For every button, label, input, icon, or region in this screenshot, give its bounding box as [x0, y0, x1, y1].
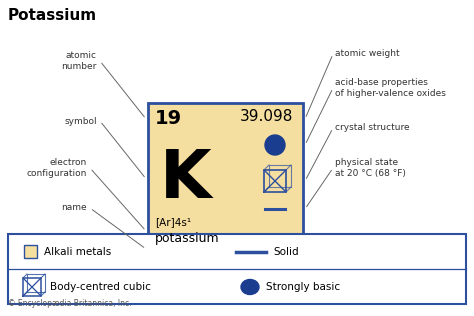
Text: [Ar]4s¹: [Ar]4s¹ [155, 217, 191, 227]
Text: Body-centred cubic: Body-centred cubic [50, 282, 151, 292]
Bar [24, 245, 37, 258]
Text: name: name [61, 204, 87, 212]
Text: electron
configuration: electron configuration [27, 158, 87, 178]
Text: crystal structure: crystal structure [335, 124, 410, 132]
Text: acid-base properties
of higher-valence oxides: acid-base properties of higher-valence o… [335, 78, 446, 98]
Text: 39.098: 39.098 [240, 109, 293, 124]
Text: symbol: symbol [64, 117, 97, 125]
Circle shape [265, 135, 285, 155]
Text: K: K [160, 146, 212, 212]
Text: Strongly basic: Strongly basic [266, 282, 340, 292]
Text: Alkali metals: Alkali metals [44, 247, 111, 257]
Text: © Encyclopædia Britannica, Inc.: © Encyclopædia Britannica, Inc. [8, 299, 131, 308]
Text: 19: 19 [155, 109, 182, 128]
Text: atomic weight: atomic weight [335, 50, 400, 58]
Text: atomic
number: atomic number [62, 51, 97, 71]
Ellipse shape [241, 279, 259, 295]
Text: Potassium: Potassium [8, 8, 97, 23]
Bar [148, 103, 303, 261]
Text: physical state
at 20 °C (68 °F): physical state at 20 °C (68 °F) [335, 158, 406, 178]
Text: potassium: potassium [155, 232, 219, 245]
Text: Solid: Solid [273, 247, 299, 257]
Bar [8, 234, 466, 304]
